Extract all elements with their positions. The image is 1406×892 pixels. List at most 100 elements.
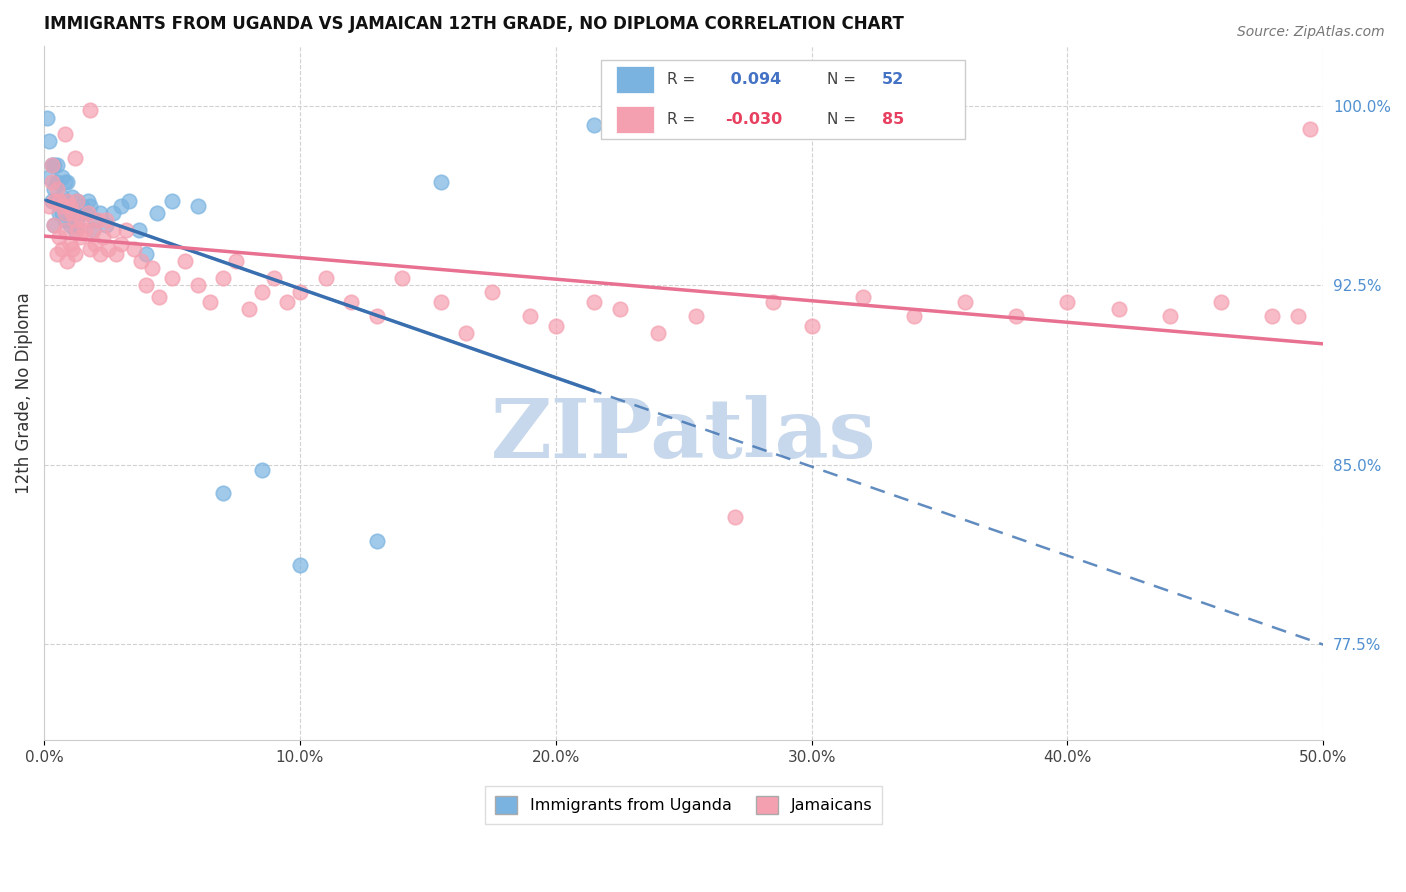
Point	[56, 175, 79, 189]
Point	[38, 199, 60, 213]
Point	[76, 206, 98, 220]
Point	[63, 206, 86, 220]
Point	[685, 310, 707, 324]
Point	[103, 206, 125, 220]
Point	[45, 182, 67, 196]
Point	[44, 182, 66, 196]
Text: -0.030: -0.030	[724, 112, 782, 127]
Point	[429, 175, 451, 189]
Point	[117, 194, 139, 209]
Point	[609, 301, 631, 316]
Point	[87, 213, 110, 227]
Point	[903, 310, 925, 324]
Point	[1005, 310, 1028, 324]
Text: Source: ZipAtlas.com: Source: ZipAtlas.com	[1237, 25, 1385, 39]
Text: N =: N =	[827, 72, 860, 87]
Point	[110, 199, 132, 213]
Point	[145, 206, 167, 220]
Point	[63, 223, 86, 237]
Point	[60, 206, 83, 220]
Point	[391, 271, 413, 285]
FancyBboxPatch shape	[616, 105, 654, 133]
Point	[173, 254, 195, 268]
Point	[94, 219, 117, 233]
Point	[115, 223, 138, 237]
Point	[66, 194, 89, 209]
Point	[48, 194, 70, 209]
Point	[56, 199, 79, 213]
Point	[41, 194, 63, 209]
Point	[66, 219, 89, 233]
Point	[53, 223, 76, 237]
Point	[38, 135, 60, 149]
Point	[135, 247, 157, 261]
Point	[544, 318, 567, 333]
Point	[187, 199, 209, 213]
Text: R =: R =	[666, 112, 700, 127]
Point	[53, 206, 76, 220]
Point	[91, 230, 114, 244]
Point	[122, 242, 145, 256]
Point	[481, 285, 503, 300]
Point	[79, 199, 101, 213]
Point	[51, 189, 73, 203]
Point	[59, 199, 82, 213]
Text: 52: 52	[882, 72, 904, 87]
Point	[63, 151, 86, 165]
Text: ZIPatlas: ZIPatlas	[491, 394, 876, 475]
Point	[35, 111, 58, 125]
Point	[263, 271, 285, 285]
Point	[160, 271, 183, 285]
Point	[51, 170, 73, 185]
Point	[41, 158, 63, 172]
Point	[82, 223, 104, 237]
Point	[238, 301, 260, 316]
Point	[53, 128, 76, 142]
Point	[104, 247, 127, 261]
Point	[63, 247, 86, 261]
Point	[72, 213, 94, 227]
Point	[38, 170, 60, 185]
Point	[76, 194, 98, 209]
Point	[131, 254, 153, 268]
Point	[79, 242, 101, 256]
Point	[44, 194, 66, 209]
Point	[212, 486, 235, 500]
Point	[225, 254, 247, 268]
Point	[73, 206, 96, 220]
Point	[66, 194, 89, 209]
Point	[212, 271, 235, 285]
Point	[59, 219, 82, 233]
Point	[69, 230, 91, 244]
Point	[583, 294, 606, 309]
Point	[63, 213, 86, 227]
Point	[53, 213, 76, 227]
FancyBboxPatch shape	[616, 66, 654, 94]
Point	[48, 230, 70, 244]
Point	[79, 103, 101, 118]
Text: N =: N =	[827, 112, 860, 127]
Point	[288, 285, 311, 300]
Point	[762, 294, 785, 309]
Point	[60, 189, 83, 203]
Point	[56, 254, 79, 268]
Point	[583, 118, 606, 132]
Point	[456, 326, 478, 340]
Point	[41, 158, 63, 172]
Point	[69, 206, 91, 220]
Point	[48, 206, 70, 220]
Point	[60, 242, 83, 256]
Point	[128, 223, 150, 237]
Point	[519, 310, 541, 324]
Point	[72, 199, 94, 213]
Point	[44, 158, 66, 172]
Point	[45, 175, 67, 189]
Point	[73, 223, 96, 237]
Point	[66, 223, 89, 237]
Point	[103, 223, 125, 237]
Point	[1209, 294, 1232, 309]
Point	[250, 285, 273, 300]
Point	[148, 290, 170, 304]
Point	[44, 219, 66, 233]
Point	[1286, 310, 1309, 324]
